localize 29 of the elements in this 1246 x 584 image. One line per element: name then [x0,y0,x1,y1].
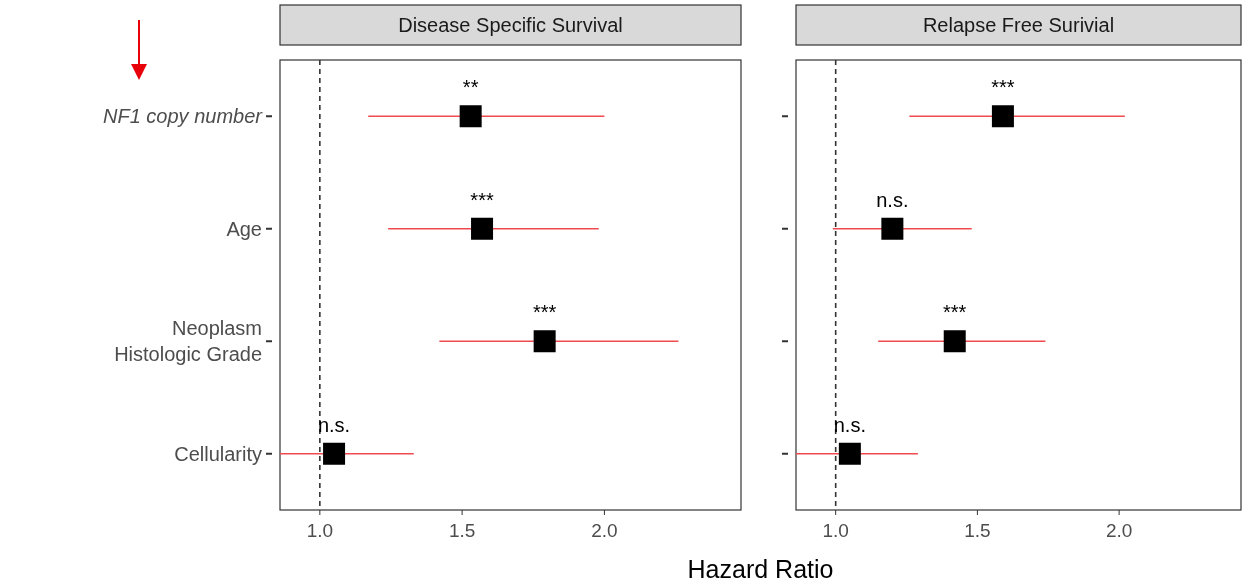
annotation: ** [462,76,479,99]
point [838,442,861,465]
x-axis-title: Hazard Ratio [687,555,834,583]
y-tick-label: Neoplasm Histologic Grade [114,317,262,366]
annotation: *** [943,301,967,324]
y-tick-label: NF1 copy number [103,105,264,128]
point [991,105,1014,128]
annotation: n.s. [876,188,909,211]
x-tick-label: 1.5 [964,520,991,541]
point [881,217,904,240]
y-tick-label: Age [226,217,262,240]
point [943,330,966,353]
point [533,330,556,353]
annotation: n.s. [833,413,866,436]
x-tick-label: 1.5 [448,520,476,541]
x-tick-label: 1.0 [822,520,849,541]
x-tick-label: 2.0 [1105,520,1133,541]
point [459,105,482,128]
annotation: n.s. [317,413,351,436]
x-tick-label: 2.0 [591,520,618,541]
chart-title: Disease Specific Survival [398,14,623,36]
annotation: *** [991,76,1015,99]
point [471,217,494,240]
x-tick-label: 1.0 [306,520,334,541]
chart-title: Relapse Free Surivial [922,14,1115,36]
annotation: *** [532,301,557,324]
y-tick-label: Cellularity [174,442,262,465]
annotation: *** [470,188,494,211]
point [323,442,346,465]
